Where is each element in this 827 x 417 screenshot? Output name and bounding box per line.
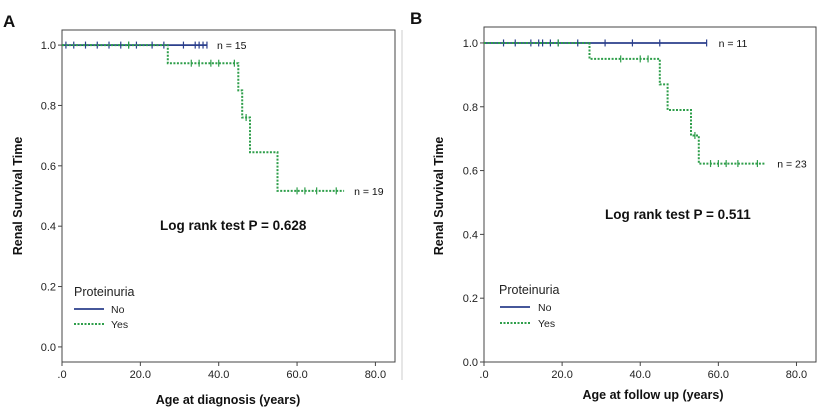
panel-a-y-tick-label-3: 0.6 (41, 161, 56, 173)
panel-b-x-tick-label-4: 80.0 (786, 369, 807, 381)
panel-a-y-tick-label-4: 0.8 (41, 100, 56, 112)
panel-b-yes-survival-curve (484, 42, 766, 165)
panel-b-x-tick-label-0: .0 (479, 369, 488, 381)
panel-b-x-axis-title: Age at follow up (years) (583, 388, 724, 402)
panel-b-log-rank-annotation: Log rank test P = 0.511 (605, 207, 751, 222)
panel-a-no-n-label: n = 15 (217, 40, 247, 52)
panel-a-letter: A (3, 12, 15, 31)
panel-b-x-tick-label-2: 40.0 (630, 369, 651, 381)
panel-a-x-tick-label-2: 40.0 (208, 369, 229, 381)
panel-b-legend-title: Proteinuria (499, 283, 559, 297)
panel-a-yes-survival-curve (62, 44, 345, 192)
panel-a-ticks: .0 20.0 40.0 60.0 80.0 0.0 0.2 0.4 0.6 0.8 1.0 (41, 40, 386, 381)
panel-a: A .0 20.0 40.0 60.0 80.0 0.0 0.2 0.4 0.6 0.8 1.0 n… (3, 12, 396, 407)
panel-b-y-tick-label-0: 0.0 (463, 357, 478, 369)
panel-a-x-tick-label-4: 80.0 (365, 369, 386, 381)
panel-b-series: n = 11 n = 23 (484, 38, 807, 171)
panel-a-x-tick-label-3: 60.0 (286, 369, 307, 381)
panel-a-yes-n-label: n = 19 (354, 186, 384, 198)
panel-b-legend-label-no: No (538, 302, 552, 314)
panel-a-y-tick-label-1: 0.2 (41, 282, 56, 294)
panel-a-legend: Proteinuria No Yes (74, 285, 134, 331)
panel-a-x-tick-label-0: .0 (57, 369, 66, 381)
panel-a-y-tick-label-2: 0.4 (41, 221, 56, 233)
panel-b-legend: Proteinuria No Yes (499, 283, 559, 330)
panel-a-x-axis-title: Age at diagnosis (years) (156, 393, 301, 407)
panel-b-legend-label-yes: Yes (538, 318, 555, 330)
panel-a-y-axis-title: Renal Survival Time (11, 137, 25, 256)
panel-b-plot-frame (483, 26, 817, 363)
panel-b-x-tick-label-1: 20.0 (551, 369, 572, 381)
panel-b-y-tick-label-1: 0.2 (463, 293, 478, 305)
panel-b-y-axis-title: Renal Survival Time (432, 137, 446, 256)
panel-b-ticks: .0 20.0 40.0 60.0 80.0 0.0 0.2 0.4 0.6 0.8 1.0 (463, 38, 807, 381)
panel-a-y-tick-label-0: 0.0 (41, 342, 56, 354)
panel-a-y-tick-label-5: 1.0 (41, 40, 56, 52)
panel-a-plot-frame (61, 29, 396, 363)
panel-a-legend-label-no: No (111, 304, 125, 316)
panel-b: B .0 20.0 40.0 60.0 80.0 0.0 0.2 0.4 0.6 0.8 1.0 n… (410, 9, 817, 402)
panel-a-legend-title: Proteinuria (74, 285, 134, 299)
panel-b-letter: B (410, 9, 422, 28)
panel-b-y-tick-label-4: 0.8 (463, 102, 478, 114)
panel-a-x-tick-label-1: 20.0 (130, 369, 151, 381)
panel-b-no-n-label: n = 11 (719, 38, 748, 50)
panel-b-x-tick-label-3: 60.0 (708, 369, 729, 381)
panel-a-series: n = 15 n = 19 (62, 40, 384, 198)
panel-b-y-tick-label-3: 0.6 (463, 166, 478, 178)
panel-a-legend-label-yes: Yes (111, 319, 128, 331)
panel-a-log-rank-annotation: Log rank test P = 0.628 (160, 218, 307, 233)
panel-b-y-tick-label-2: 0.4 (463, 229, 478, 241)
panel-b-yes-n-label: n = 23 (777, 159, 807, 171)
panel-b-y-tick-label-5: 1.0 (463, 38, 478, 50)
